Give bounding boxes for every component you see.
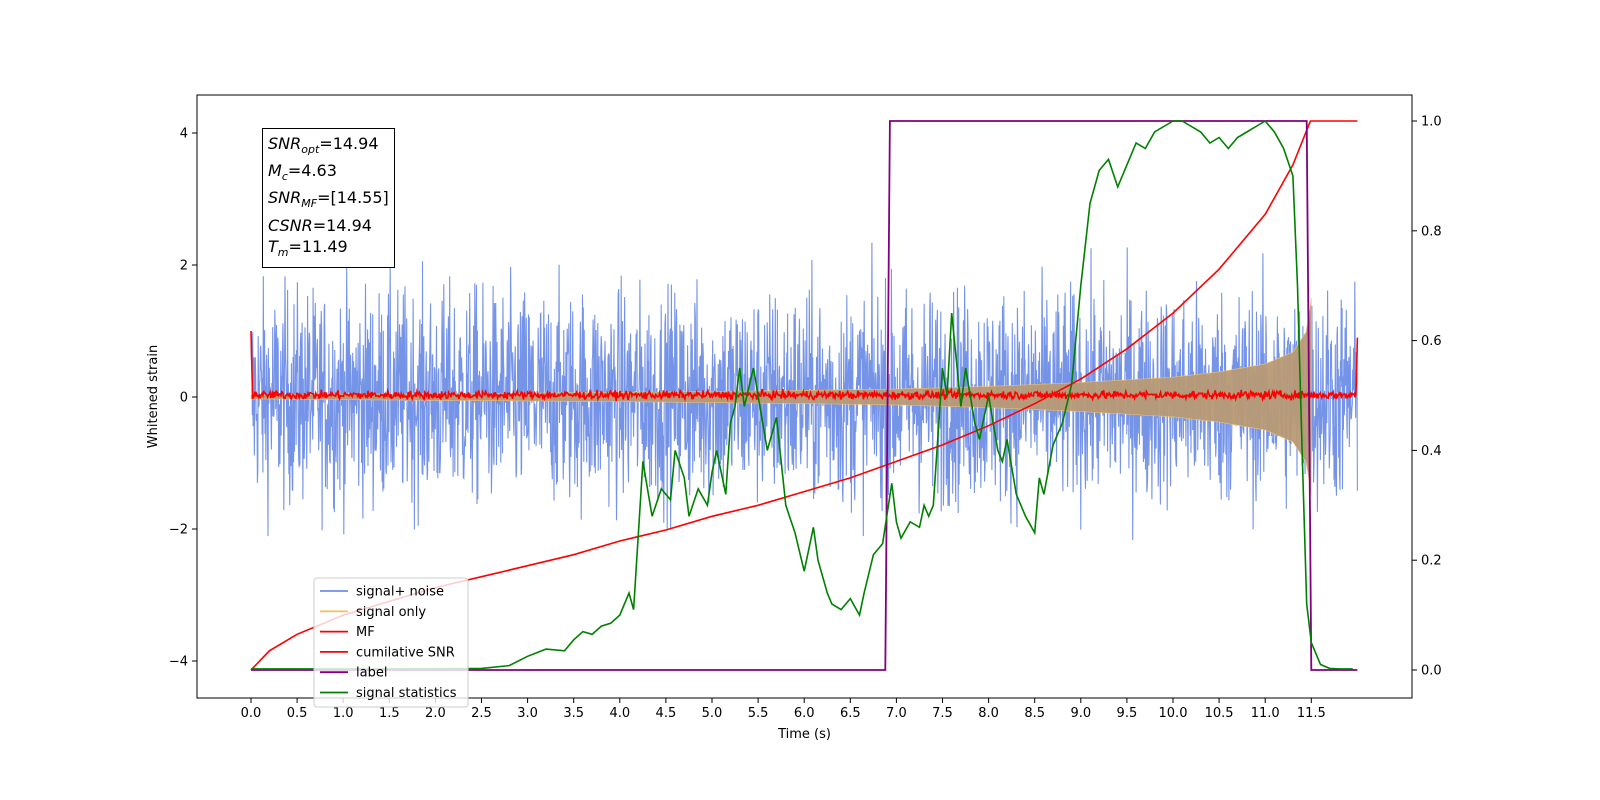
x-tick-label: 10.0 <box>1159 706 1188 721</box>
y-axis-left-ticks: 4 2 0 −2 −4 <box>169 127 197 670</box>
signal-statistics-line <box>251 119 1353 670</box>
x-tick-label: 3.5 <box>563 706 584 721</box>
legend-signal-statistics-text: signal statistics <box>356 686 457 701</box>
y-left-tick-label: 4 <box>180 127 188 142</box>
x-tick-label: 10.5 <box>1205 706 1234 721</box>
x-axis-label: Time (s) <box>777 727 831 742</box>
x-tick-label: 1.5 <box>379 706 400 721</box>
x-tick-label: 5.5 <box>748 706 769 721</box>
x-tick-label: 6.5 <box>840 706 861 721</box>
legend: signal+ noise signal only MF cumilative SNR… <box>313 577 469 708</box>
legend-signal-noise-text: signal+ noise <box>356 585 444 600</box>
y-left-tick-label: 2 <box>180 259 188 274</box>
x-tick-label: 8.5 <box>1024 706 1045 721</box>
x-tick-label: 5.0 <box>702 706 723 721</box>
label-line <box>251 120 1358 671</box>
y-right-tick-label: 0.6 <box>1421 334 1442 349</box>
annotation-snr-mf: SNRMF=[14.55] <box>268 188 389 211</box>
legend-signal-only-text: signal only <box>356 605 426 620</box>
y-left-tick-label: 0 <box>180 391 188 406</box>
plot-content <box>250 119 1359 671</box>
y-left-tick-label: −2 <box>169 523 188 538</box>
x-tick-label: 9.5 <box>1117 706 1138 721</box>
x-tick-label: 7.0 <box>886 706 907 721</box>
y-axis-label: Whitened strain <box>146 345 161 448</box>
plot-area <box>250 119 1359 671</box>
x-tick-label: 11.0 <box>1251 706 1280 721</box>
mf-line <box>250 330 1359 403</box>
annotation-tm: Tm=11.49 <box>268 236 348 259</box>
x-axis-ticks: 0.0 0.5 1.0 1.5 2.0 2.5 3.0 3.5 4.0 4.5 5.0 5.5 6.0 6… <box>241 698 1326 721</box>
x-tick-label: 1.0 <box>333 706 354 721</box>
legend-box <box>313 577 469 708</box>
stats-annotation-box: SNRopt=14.94 Mc=4.63 SNRMF=[14.55] CSNR=… <box>262 128 395 268</box>
annotation-snr-opt: SNRopt=14.94 <box>268 134 379 157</box>
x-tick-label: 9.0 <box>1070 706 1091 721</box>
legend-cumulative-snr-text: cumilative SNR <box>356 645 455 660</box>
x-tick-label: 4.0 <box>609 706 630 721</box>
x-tick-label: 7.5 <box>932 706 953 721</box>
annotation-mc: Mc=4.63 <box>268 161 337 184</box>
x-tick-label: 0.5 <box>287 706 308 721</box>
x-tick-label: 11.5 <box>1297 706 1326 721</box>
x-tick-label: 4.5 <box>656 706 677 721</box>
y-right-tick-label: 0.8 <box>1421 224 1442 239</box>
x-tick-label: 2.0 <box>425 706 446 721</box>
y-right-tick-label: 0.4 <box>1421 444 1442 459</box>
annotation-csnr: CSNR=14.94 <box>268 215 372 235</box>
x-tick-label: 6.0 <box>794 706 815 721</box>
x-tick-label: 3.0 <box>517 706 538 721</box>
y-left-tick-label: −4 <box>169 655 188 670</box>
x-tick-label: 2.5 <box>471 706 492 721</box>
y-axis-right-ticks: 1.0 0.8 0.6 0.4 0.2 0.0 <box>1412 115 1442 679</box>
legend-mf-text: MF <box>356 625 375 640</box>
x-tick-label: 8.0 <box>978 706 999 721</box>
y-right-tick-label: 0.2 <box>1421 554 1442 569</box>
x-tick-label: 0.0 <box>241 706 262 721</box>
y-right-tick-label: 0.0 <box>1421 664 1442 679</box>
legend-label-text: label <box>356 666 387 681</box>
y-right-tick-label: 1.0 <box>1421 115 1442 130</box>
